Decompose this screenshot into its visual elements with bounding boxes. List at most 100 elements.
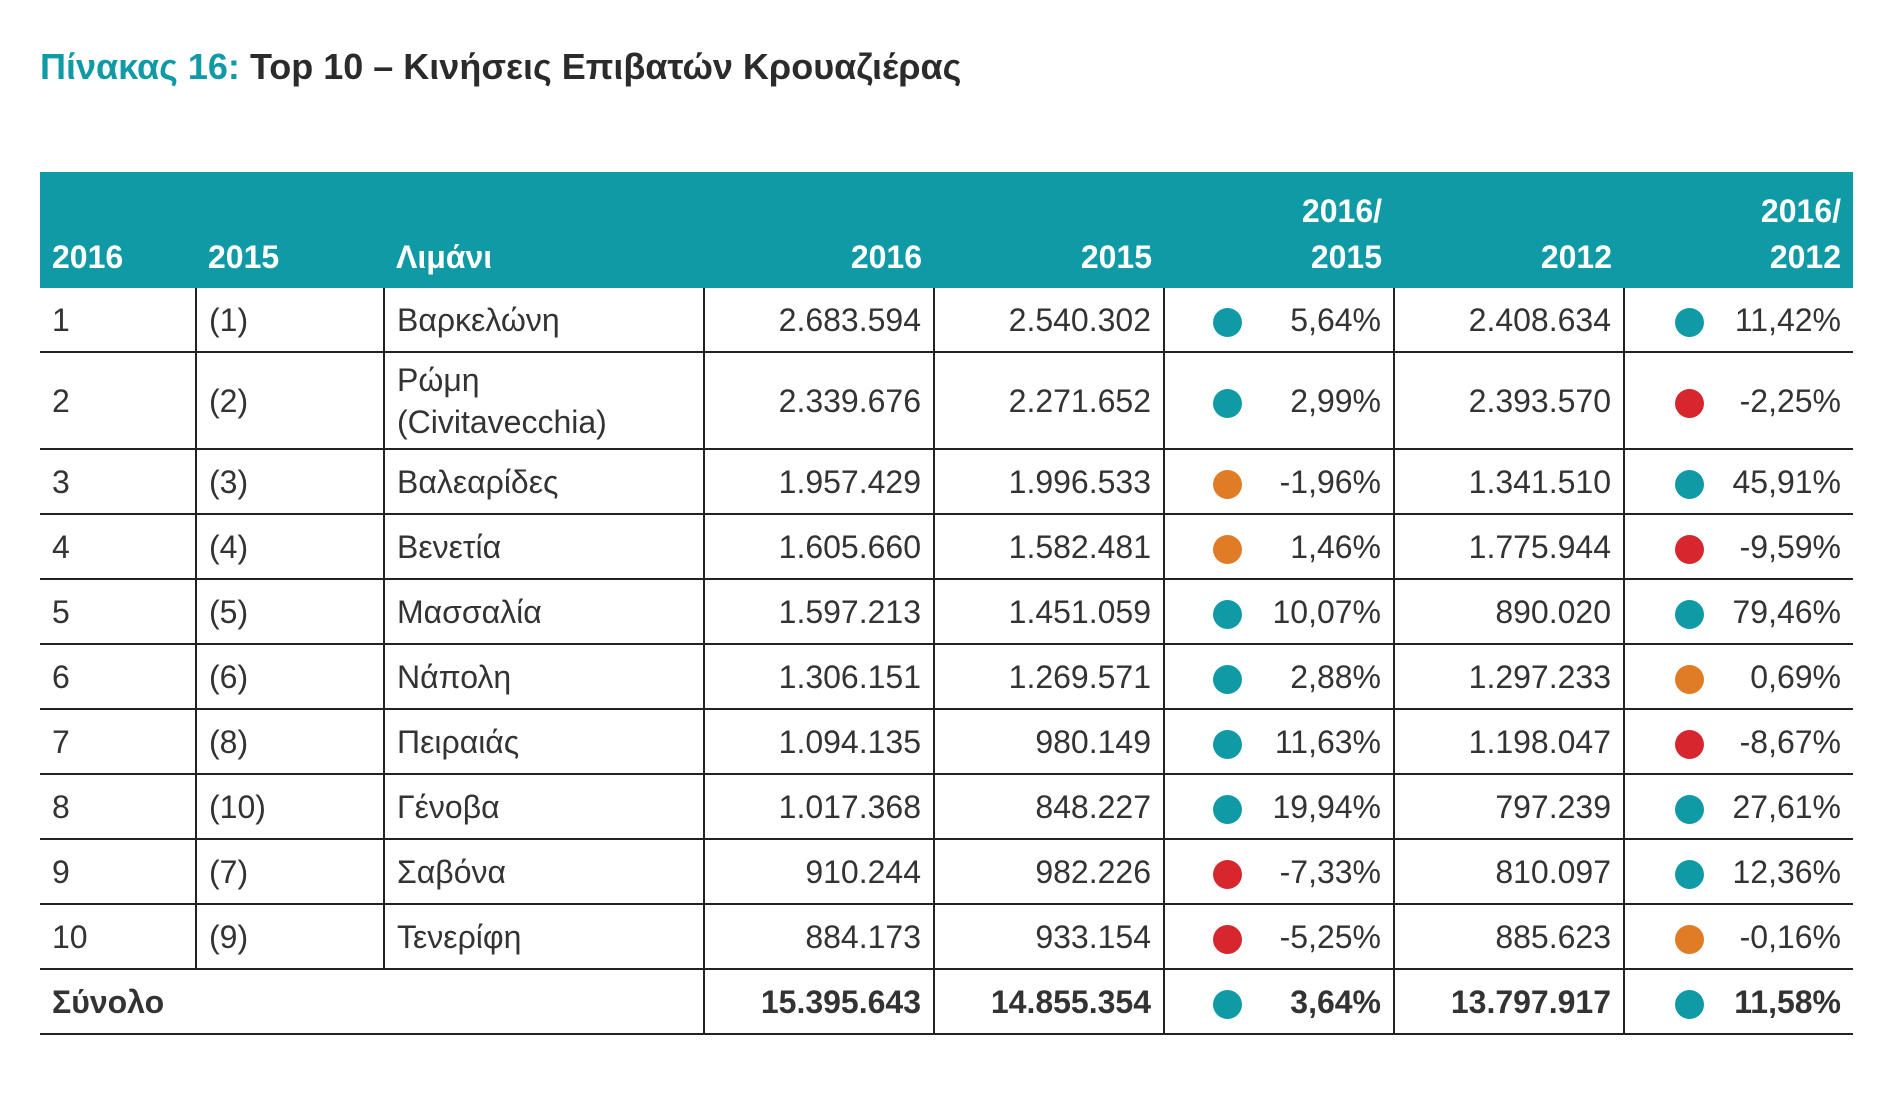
change-2016-2015: 1,46% xyxy=(1163,514,1394,580)
rank-2015: (4) xyxy=(195,514,384,580)
value-2016: 1.605.660 xyxy=(703,514,934,580)
table-caption: Top 10 – Κινήσεις Επιβατών Κρουαζιέρας xyxy=(249,46,962,87)
rank-2016: 2 xyxy=(40,352,196,450)
change-value: 3,64% xyxy=(1290,983,1381,1020)
value-2016: 2.683.594 xyxy=(703,288,934,353)
value-2016: 1.597.213 xyxy=(703,579,934,645)
port-name-line1: Βενετία xyxy=(397,528,502,565)
status-dot-icon xyxy=(1675,664,1704,694)
change-2016-2015: 11,63% xyxy=(1163,709,1394,775)
header-change-2016-2012-line1: 2016/ xyxy=(1760,193,1841,229)
value-2015: 1.582.481 xyxy=(933,514,1164,580)
port-name-line1: Βαλεαρίδες xyxy=(397,463,559,500)
port-name-line1: Βαρκελώνη xyxy=(397,301,560,338)
rank-2015: (5) xyxy=(195,579,384,645)
value-2012: 1.341.510 xyxy=(1393,449,1624,515)
value-2016: 1.017.368 xyxy=(703,774,934,840)
value-2016: 1.094.135 xyxy=(703,709,934,775)
total-row: Σύνολο 15.395.643 14.855.354 3,64% 13.79… xyxy=(40,969,1853,1035)
header-change-2016-2015-line2: 2015 xyxy=(1310,239,1382,275)
table-row: 3 (3) Βαλεαρίδες 1.957.429 1.996.533 -1,… xyxy=(40,449,1853,515)
value-2016: 2.339.676 xyxy=(703,352,934,450)
header-value-2016: 2016 xyxy=(704,172,934,288)
port-name-line2: (Civitavecchia) xyxy=(397,403,607,440)
table-row: 7 (8) Πειραιάς 1.094.135 980.149 11,63% … xyxy=(40,709,1853,775)
status-dot-icon xyxy=(1213,859,1242,889)
change-2016-2012: -0,16% xyxy=(1623,904,1853,970)
status-dot-icon xyxy=(1675,388,1704,418)
rank-2016: 6 xyxy=(40,644,196,710)
change-value: 0,69% xyxy=(1750,658,1841,695)
port-name-line1: Πειραιάς xyxy=(397,723,520,760)
value-2012: 797.239 xyxy=(1393,774,1624,840)
status-dot-icon xyxy=(1213,664,1242,694)
header-change-2016-2015: 2016/2015 xyxy=(1164,172,1394,288)
value-2016: 910.244 xyxy=(703,839,934,905)
status-dot-icon xyxy=(1213,599,1242,629)
change-value: -7,33% xyxy=(1279,853,1381,890)
port-name: Μασσαλία xyxy=(383,579,704,645)
value-2012: 890.020 xyxy=(1393,579,1624,645)
port-name: Βενετία xyxy=(383,514,704,580)
rank-2016: 4 xyxy=(40,514,196,580)
port-name: Βαλεαρίδες xyxy=(383,449,704,515)
value-2016: 1.957.429 xyxy=(703,449,934,515)
change-2016-2015: -5,25% xyxy=(1163,904,1394,970)
value-2012: 1.297.233 xyxy=(1393,644,1624,710)
value-2015: 1.269.571 xyxy=(933,644,1164,710)
change-2016-2012: 0,69% xyxy=(1623,644,1853,710)
rank-2016: 5 xyxy=(40,579,196,645)
port-name: Σαβόνα xyxy=(383,839,704,905)
table-row: 2 (2) Ρώμη (Civitavecchia) 2.339.676 2.27… xyxy=(40,352,1853,450)
header-value-2012: 2012 xyxy=(1394,172,1624,288)
status-dot-icon xyxy=(1213,388,1242,418)
change-value: 45,91% xyxy=(1732,463,1841,500)
table-row: 10 (9) Τενερίφη 884.173 933.154 -5,25% 8… xyxy=(40,904,1853,970)
total-value-2015: 14.855.354 xyxy=(933,969,1164,1035)
rank-2015: (8) xyxy=(195,709,384,775)
port-name: Νάπολη xyxy=(383,644,704,710)
change-value: -8,67% xyxy=(1739,723,1841,760)
status-dot-icon xyxy=(1213,989,1242,1019)
change-2016-2015: 2,99% xyxy=(1163,352,1394,450)
change-2016-2015: -1,96% xyxy=(1163,449,1394,515)
header-change-2016-2012-line2: 2012 xyxy=(1769,239,1841,275)
total-change-2016-2012: 11,58% xyxy=(1623,969,1853,1035)
rank-2015: (9) xyxy=(195,904,384,970)
change-2016-2012: 11,42% xyxy=(1623,288,1853,353)
change-2016-2012: -2,25% xyxy=(1623,352,1853,450)
rank-2015: (1) xyxy=(195,288,384,353)
status-dot-icon xyxy=(1675,729,1704,759)
value-2012: 885.623 xyxy=(1393,904,1624,970)
rank-2015: (6) xyxy=(195,644,384,710)
rank-2016: 1 xyxy=(40,288,196,353)
rank-2015: (7) xyxy=(195,839,384,905)
change-value: 2,99% xyxy=(1290,382,1381,419)
value-2012: 2.408.634 xyxy=(1393,288,1624,353)
value-2012: 810.097 xyxy=(1393,839,1624,905)
change-2016-2015: 19,94% xyxy=(1163,774,1394,840)
status-dot-icon xyxy=(1675,924,1704,954)
change-value: 11,58% xyxy=(1734,983,1841,1020)
value-2015: 2.540.302 xyxy=(933,288,1164,353)
change-value: -5,25% xyxy=(1279,918,1381,955)
change-value: -9,59% xyxy=(1739,528,1841,565)
status-dot-icon xyxy=(1675,859,1704,889)
change-2016-2015: 2,88% xyxy=(1163,644,1394,710)
change-value: 11,63% xyxy=(1274,723,1381,760)
value-2016: 884.173 xyxy=(703,904,934,970)
header-row: 2016 2015 Λιμάνι 2016 2015 2016/2015 201… xyxy=(40,172,1853,288)
port-name: Βαρκελώνη xyxy=(383,288,704,353)
change-value: 79,46% xyxy=(1732,593,1841,630)
change-2016-2012: -9,59% xyxy=(1623,514,1853,580)
cruise-passengers-table: 2016 2015 Λιμάνι 2016 2015 2016/2015 201… xyxy=(40,172,1853,1035)
table-row: 5 (5) Μασσαλία 1.597.213 1.451.059 10,07… xyxy=(40,579,1853,645)
status-dot-icon xyxy=(1213,534,1242,564)
rank-2015: (2) xyxy=(195,352,384,450)
rank-2016: 3 xyxy=(40,449,196,515)
change-2016-2015: 5,64% xyxy=(1163,288,1394,353)
change-2016-2015: -7,33% xyxy=(1163,839,1394,905)
change-2016-2012: 27,61% xyxy=(1623,774,1853,840)
status-dot-icon xyxy=(1213,469,1242,499)
total-change-2016-2015: 3,64% xyxy=(1163,969,1394,1035)
